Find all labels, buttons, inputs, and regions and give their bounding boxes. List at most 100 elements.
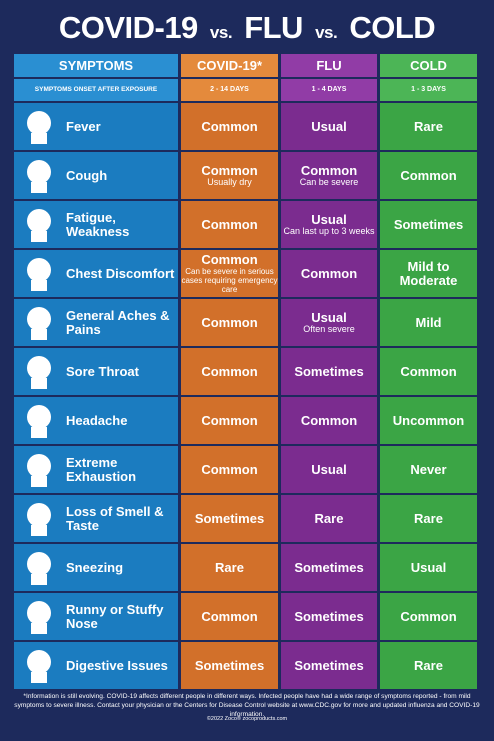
- rating: Sometimes: [194, 510, 265, 526]
- symptom-icon: [27, 649, 51, 683]
- covid-cell: Common: [181, 446, 278, 493]
- symptom-cell: Headache: [14, 397, 178, 444]
- symptom-icon: [27, 355, 51, 389]
- rating: Common: [201, 363, 258, 379]
- onset-text: 1 - 3 DAYS: [411, 86, 446, 93]
- rating: Common: [201, 252, 258, 267]
- symptom-icon: [27, 110, 51, 144]
- rating: Rare: [314, 510, 344, 526]
- symptom-cell: Digestive Issues: [14, 642, 178, 689]
- symptom-cell: Loss of Smell & Taste: [14, 495, 178, 542]
- rating: Rare: [414, 510, 443, 526]
- rating: Rare: [215, 559, 244, 575]
- symptom-cell: Sneezing: [14, 544, 178, 591]
- rating-note: Can last up to 3 weeks: [283, 226, 375, 236]
- rating: Sometimes: [294, 657, 364, 673]
- onset-cell: 2 - 14 DAYS: [181, 79, 278, 101]
- cold-cell: Sometimes: [380, 201, 477, 248]
- symptom-cell: Cough: [14, 152, 178, 199]
- footnote: *Information is still evolving. COVID-19…: [14, 693, 480, 718]
- rating: Sometimes: [294, 363, 364, 379]
- covid-cell: Common: [181, 103, 278, 150]
- symptom-cell: General Aches & Pains: [14, 299, 178, 346]
- rating: Never: [410, 461, 447, 477]
- onset-text: 2 - 14 DAYS: [210, 86, 249, 93]
- symptom-name: Extreme Exhaustion: [66, 454, 137, 484]
- column-header: FLU: [281, 54, 377, 77]
- symptom-cell: Sore Throat: [14, 348, 178, 395]
- covid-cell: Common: [181, 299, 278, 346]
- covid-cell: Common Can be severe in serious cases req…: [181, 250, 278, 297]
- symptom-name: Sneezing: [66, 559, 124, 575]
- symptom-icon: [27, 404, 51, 438]
- copyright: ©2022 Zoco® zocoproducts.com: [206, 716, 288, 722]
- flu-cell: Usual: [281, 103, 377, 150]
- title: COVID-19 vs. FLU vs. COLD: [0, 10, 494, 46]
- onset-cell: 1 - 3 DAYS: [380, 79, 477, 101]
- rating: Uncommon: [392, 412, 465, 428]
- covid-cell: Common: [181, 348, 278, 395]
- symptom-cell: Extreme Exhaustion: [14, 446, 178, 493]
- flu-cell: Common Can be severe: [281, 152, 377, 199]
- symptom-name: Fever: [66, 118, 101, 134]
- title-part: FLU: [244, 10, 303, 45]
- symptom-icon: [27, 159, 51, 193]
- rating-note: Often severe: [303, 324, 355, 334]
- rating: Usual: [311, 118, 347, 134]
- flu-cell: Usual Can last up to 3 weeks: [281, 201, 377, 248]
- flu-cell: Sometimes: [281, 593, 377, 640]
- covid-cell: Common Usually dry: [181, 152, 278, 199]
- rating: Common: [201, 412, 258, 428]
- rating: Common: [300, 163, 358, 178]
- rating: Common: [201, 314, 258, 330]
- cold-cell: Mild to Moderate: [380, 250, 477, 297]
- column-header: COVID-19*: [181, 54, 278, 77]
- rating: Common: [201, 608, 258, 624]
- onset-cell: SYMPTOMS ONSET AFTER EXPOSURE: [14, 79, 178, 101]
- cold-cell: Usual: [380, 544, 477, 591]
- rating: Usual: [311, 310, 347, 325]
- rating-note: Usually dry: [207, 177, 252, 187]
- column-header: COLD: [380, 54, 477, 77]
- flu-cell: Common: [281, 397, 377, 444]
- symptom-icon: [27, 306, 51, 340]
- title-part: vs.: [209, 23, 233, 42]
- onset-text: 1 - 4 DAYS: [311, 86, 347, 93]
- cold-cell: Mild: [380, 299, 477, 346]
- rating: Common: [201, 163, 258, 178]
- cold-cell: Rare: [380, 495, 477, 542]
- rating: Mild: [415, 314, 442, 330]
- flu-cell: Rare: [281, 495, 377, 542]
- symptom-name: Loss of Smell & Taste: [66, 503, 164, 533]
- symptom-icon: [27, 502, 51, 536]
- symptom-name: Chest Discomfort: [66, 265, 175, 281]
- symptom-cell: Fever: [14, 103, 178, 150]
- symptom-name: Sore Throat: [66, 363, 139, 379]
- symptom-icon: [27, 600, 51, 634]
- rating: Usual: [311, 212, 347, 227]
- flu-cell: Sometimes: [281, 348, 377, 395]
- comparison-table: SYMPTOMS COVID-19* FLU COLD SYMPTOMS ONSET A…: [14, 54, 478, 689]
- rating: Rare: [414, 118, 443, 134]
- cold-cell: Never: [380, 446, 477, 493]
- rating: Sometimes: [393, 216, 464, 232]
- cold-cell: Rare: [380, 103, 477, 150]
- rating-note: Can be severe in serious cases requiring…: [181, 267, 278, 294]
- symptom-icon: [27, 551, 51, 585]
- covid-cell: Common: [181, 397, 278, 444]
- rating: Sometimes: [294, 559, 364, 575]
- symptom-cell: Fatigue, Weakness: [14, 201, 178, 248]
- rating: Common: [300, 412, 358, 428]
- rating: Common: [201, 118, 258, 134]
- rating: Common: [300, 265, 358, 281]
- title-part: vs.: [315, 23, 338, 42]
- symptom-name: Cough: [66, 167, 108, 183]
- onset-cell: 1 - 4 DAYS: [281, 79, 377, 101]
- flu-cell: Sometimes: [281, 544, 377, 591]
- flu-cell: Common: [281, 250, 377, 297]
- rating: Rare: [414, 657, 443, 673]
- rating: Mild to Moderate: [399, 258, 458, 288]
- cold-cell: Common: [380, 152, 477, 199]
- column-header: SYMPTOMS: [14, 54, 178, 77]
